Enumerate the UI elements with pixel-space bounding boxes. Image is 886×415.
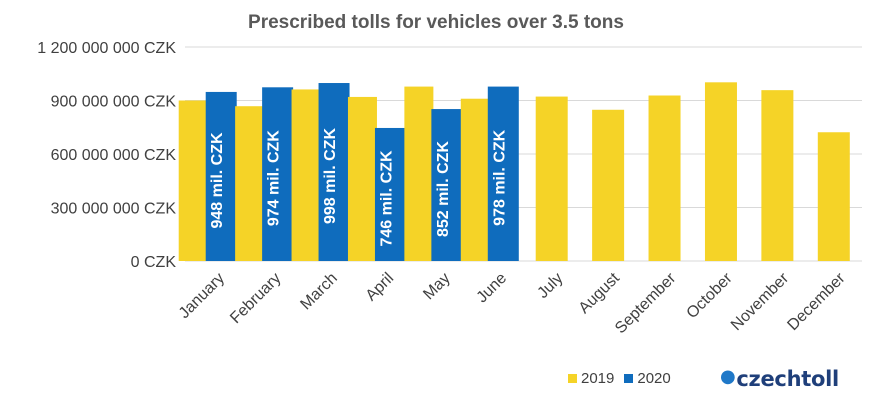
y-tick-label: 0 CZK [131,254,177,271]
bar-2019 [460,98,490,261]
bar-2019 [761,90,794,261]
data-label-2020: 852 mil. CZK [435,141,452,237]
x-tick-label: October [684,269,737,322]
y-tick-label: 1 200 000 000 CZK [37,40,176,57]
legend-label-2020: 2020 [637,370,671,387]
bar-2020 [205,91,237,261]
y-tick-label: 900 000 000 CZK [51,94,177,111]
x-tick-label: February [227,270,284,327]
chart-title: Prescribed tolls for vehicles over 3.5 t… [248,12,624,33]
y-tick-label: 600 000 000 CZK [51,147,177,164]
x-tick-label: January [176,270,228,322]
x-tick-label: September [612,269,680,337]
bar-2019 [648,95,681,261]
x-tick-label: June [474,270,511,307]
czechtoll-logo: ●czechtoll [720,366,839,391]
x-tick-label: November [728,269,793,334]
data-label-2020: 974 mil. CZK [266,130,283,226]
bar-2019 [291,89,321,262]
legend-swatch-2020 [624,374,634,383]
data-label-2020: 948 mil. CZK [209,132,226,228]
legend-item-2019: 2019 [568,370,614,387]
x-tick-label: December [784,269,849,334]
x-tick-label: August [576,269,624,317]
x-tick-label: May [420,270,453,303]
legend-label-2019: 2019 [581,370,615,387]
bar-2020 [262,87,294,261]
x-tick-label: March [297,270,340,313]
bar-2019 [347,96,377,261]
legend-item-2020: 2020 [624,370,671,387]
bar-2020 [431,109,463,261]
bar-2020 [487,86,519,261]
x-tick-label: April [363,270,398,305]
bar-2020 [374,127,406,261]
bar-2019 [535,96,568,262]
data-label-2020: 998 mil. CZK [322,128,339,224]
bar-2019 [404,86,434,261]
y-tick-label: 300 000 000 CZK [51,201,177,218]
data-label-2020: 746 mil. CZK [378,150,395,246]
bar-2019 [235,106,265,261]
x-tick-label: July [534,270,566,302]
bar-2019 [592,109,625,261]
logo-text: czechtoll [736,367,839,391]
legend-swatch-2019 [568,374,577,383]
bar-2020 [318,83,350,261]
legend: 2019 2020 [568,370,681,387]
bar-2019 [817,132,850,261]
bar-2019 [704,82,737,261]
bar-2019 [178,100,208,261]
data-label-2020: 978 mil. CZK [491,129,508,225]
